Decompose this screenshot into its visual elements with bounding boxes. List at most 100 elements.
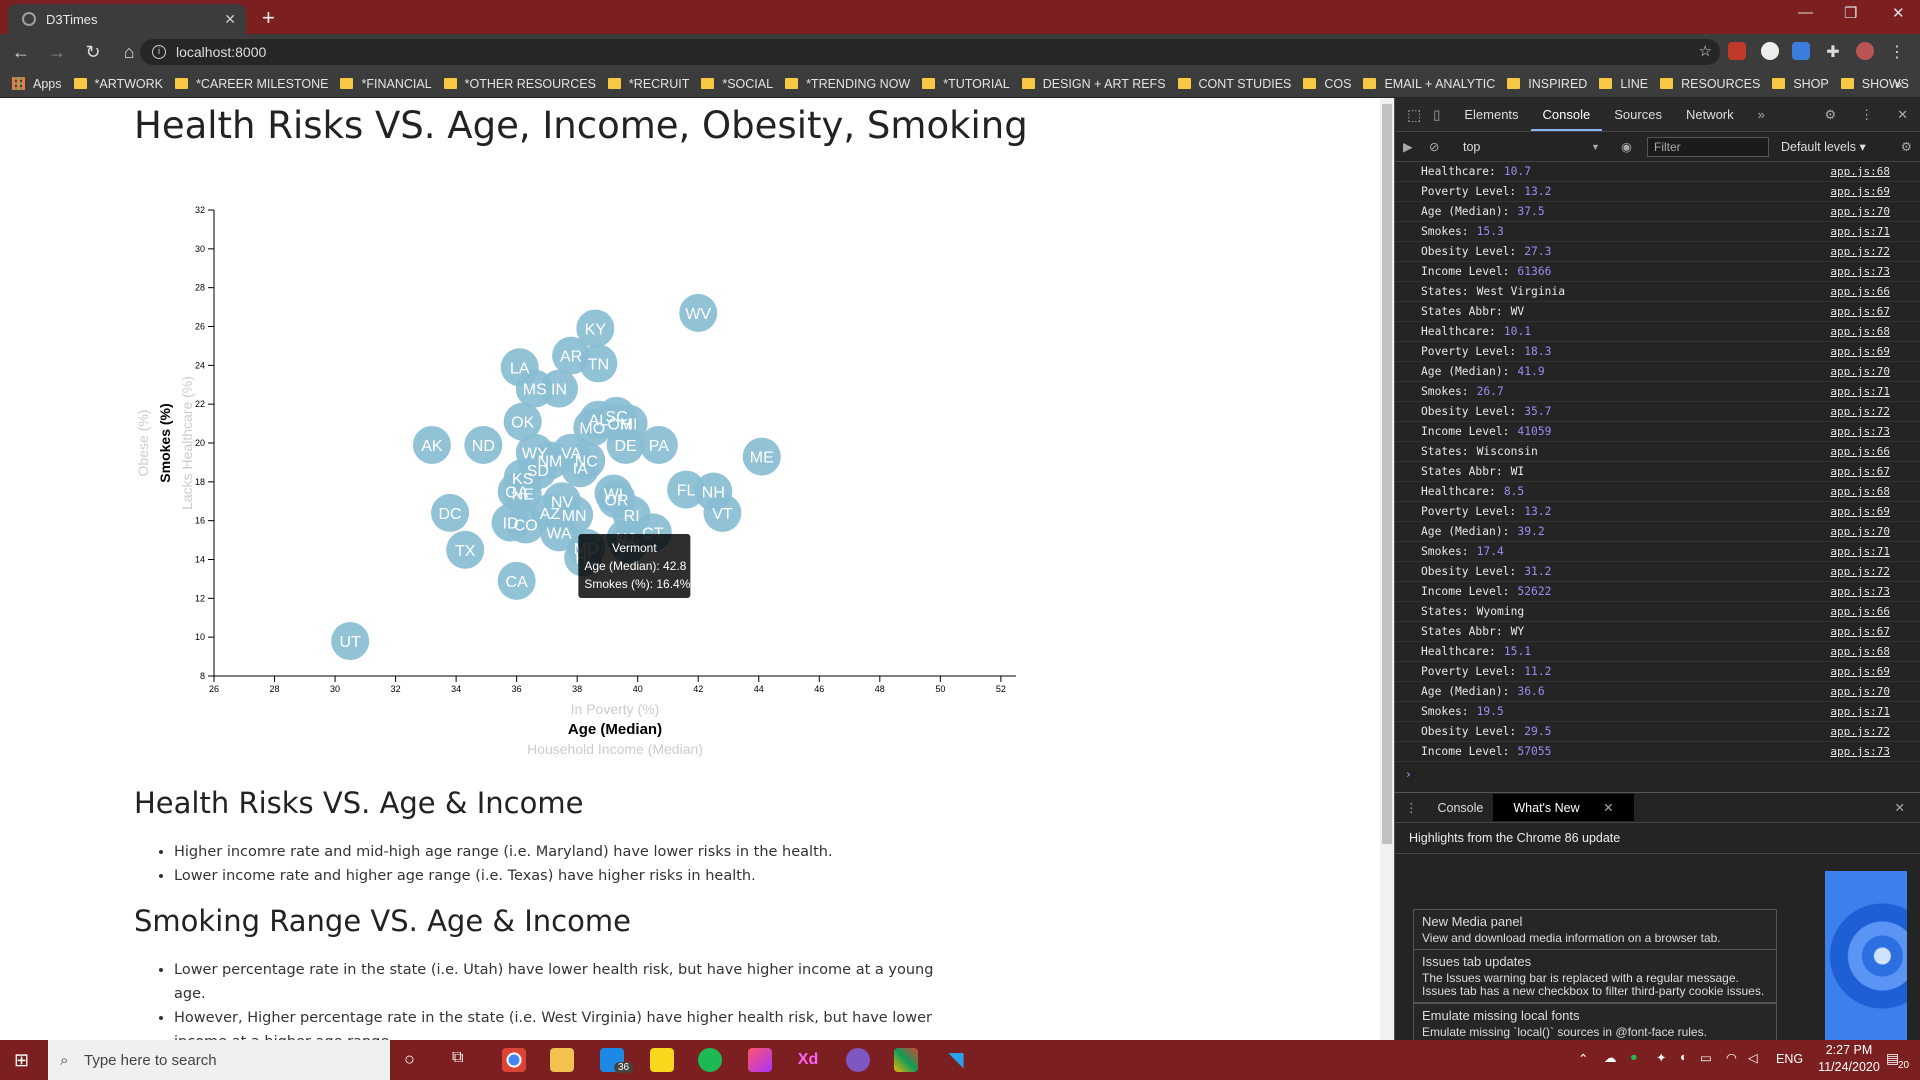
source-link[interactable]: app.js:69: [1830, 345, 1890, 358]
state-circle[interactable]: [679, 293, 718, 332]
file-explorer-icon[interactable]: [550, 1048, 574, 1072]
close-devtools-icon[interactable]: ✕: [1897, 106, 1908, 122]
source-link[interactable]: app.js:68: [1830, 645, 1890, 658]
chrome-icon[interactable]: [502, 1048, 526, 1072]
source-link[interactable]: app.js:72: [1830, 725, 1890, 738]
bookmark-folder[interactable]: LINE: [1599, 77, 1648, 91]
whats-new-card[interactable]: Emulate missing local fonts Emulate missi…: [1413, 1003, 1777, 1044]
clock-time[interactable]: 2:27 PM: [1825, 1043, 1873, 1057]
page-scrollbar[interactable]: [1380, 98, 1394, 1040]
close-drawer-tab-icon[interactable]: ✕: [1603, 801, 1614, 815]
more-tabs-icon[interactable]: »: [1757, 107, 1765, 122]
avatar[interactable]: [1856, 42, 1874, 60]
bookmark-folder[interactable]: *FINANCIAL: [340, 77, 432, 91]
menu-icon[interactable]: ⋮: [1889, 44, 1905, 61]
close-tab-icon[interactable]: ✕: [224, 11, 236, 27]
bookmark-folder[interactable]: *OTHER RESOURCES: [443, 77, 596, 91]
apps-shortcut[interactable]: Apps: [12, 77, 62, 91]
device-toolbar-icon[interactable]: ▯: [1433, 106, 1441, 122]
source-link[interactable]: app.js:66: [1830, 285, 1890, 298]
source-link[interactable]: app.js:70: [1830, 365, 1890, 378]
back-icon[interactable]: ←: [12, 41, 30, 62]
x-label-income[interactable]: Household Income (Median): [527, 741, 703, 757]
more-bookmarks-icon[interactable]: »: [1895, 76, 1902, 91]
source-link[interactable]: app.js:69: [1830, 505, 1890, 518]
close-drawer-icon[interactable]: ✕: [1894, 801, 1905, 815]
extension-icon[interactable]: [1761, 42, 1779, 60]
devtools-menu-icon[interactable]: ⋮: [1860, 106, 1874, 122]
adobe-xd-icon[interactable]: Xd: [797, 1051, 819, 1068]
app-icon[interactable]: [846, 1048, 870, 1072]
source-link[interactable]: app.js:71: [1830, 705, 1890, 718]
sticky-notes-icon[interactable]: [650, 1048, 674, 1072]
bookmark-folder[interactable]: CONT STUDIES: [1177, 77, 1291, 91]
state-circle[interactable]: [639, 425, 678, 464]
restore-icon[interactable]: ❐: [1844, 5, 1858, 22]
extension-icon[interactable]: [1792, 42, 1810, 60]
state-circle[interactable]: [540, 369, 579, 408]
volume-icon[interactable]: ◁: [1748, 1051, 1758, 1065]
puzzle-icon[interactable]: ✚: [1826, 44, 1840, 61]
state-circle[interactable]: [431, 493, 470, 532]
source-link[interactable]: app.js:72: [1830, 565, 1890, 578]
info-icon[interactable]: i: [152, 45, 166, 59]
state-circle[interactable]: [412, 425, 451, 464]
source-link[interactable]: app.js:67: [1830, 625, 1890, 638]
bookmark-star-icon[interactable]: ☆: [1698, 43, 1712, 60]
bookmark-folder[interactable]: EMAIL + ANALYTIC: [1363, 77, 1495, 91]
tab-elements[interactable]: Elements: [1464, 107, 1519, 122]
source-link[interactable]: app.js:72: [1830, 405, 1890, 418]
creative-cloud-icon[interactable]: [748, 1048, 772, 1072]
source-link[interactable]: app.js:70: [1830, 525, 1890, 538]
bookmark-folder[interactable]: RESOURCES: [1660, 77, 1760, 91]
cortana-icon[interactable]: ○: [404, 1049, 415, 1069]
state-circle[interactable]: [579, 344, 618, 383]
source-link[interactable]: app.js:72: [1830, 245, 1890, 258]
sourcetree-icon[interactable]: [894, 1048, 918, 1072]
spotify-tray-icon[interactable]: ●: [1630, 1050, 1638, 1064]
source-link[interactable]: app.js:66: [1830, 605, 1890, 618]
source-link[interactable]: app.js:70: [1830, 205, 1890, 218]
y-label-healthcare[interactable]: Lacks Healthcare (%): [179, 376, 195, 510]
tray-chevron-icon[interactable]: ⌃: [1578, 1052, 1589, 1066]
vscode-icon[interactable]: ◥: [948, 1049, 964, 1071]
scrollbar-thumb[interactable]: [1382, 104, 1392, 844]
taskbar-search[interactable]: ⌕ Type here to search: [48, 1040, 390, 1080]
windows-start-icon[interactable]: ⊞: [14, 1050, 30, 1070]
source-link[interactable]: app.js:70: [1830, 685, 1890, 698]
clock-date[interactable]: 11/24/2020: [1818, 1060, 1880, 1074]
y-label-smokes[interactable]: Smokes (%): [157, 403, 173, 482]
state-circle[interactable]: [446, 530, 485, 569]
close-window-icon[interactable]: ✕: [1892, 5, 1905, 22]
source-link[interactable]: app.js:68: [1830, 325, 1890, 338]
log-levels-dropdown[interactable]: Default levels ▾: [1781, 140, 1866, 154]
notification-icon[interactable]: ▤: [1886, 1050, 1900, 1066]
new-tab-button[interactable]: +: [262, 5, 275, 30]
browser-tab[interactable]: D3Times ✕: [8, 4, 246, 34]
whats-new-card[interactable]: Issues tab updates The Issues warning bar…: [1413, 949, 1777, 1003]
source-link[interactable]: app.js:68: [1830, 165, 1890, 178]
console-settings-icon[interactable]: ⚙: [1900, 140, 1912, 154]
tab-console[interactable]: Console: [1530, 98, 1603, 131]
console-prompt[interactable]: ›: [1405, 768, 1412, 781]
state-circle[interactable]: [503, 402, 542, 441]
source-link[interactable]: app.js:73: [1830, 425, 1890, 438]
context-selector[interactable]: top: [1463, 139, 1481, 154]
tab-sources[interactable]: Sources: [1614, 107, 1662, 122]
state-circle[interactable]: [742, 437, 781, 476]
x-label-poverty[interactable]: In Poverty (%): [571, 701, 660, 717]
bookmark-folder[interactable]: *ARTWORK: [73, 77, 163, 91]
state-circle[interactable]: [667, 470, 706, 509]
source-link[interactable]: app.js:73: [1830, 745, 1890, 758]
state-circle[interactable]: [573, 408, 612, 447]
console-filter-input[interactable]: Filter: [1647, 137, 1769, 157]
bookmark-folder[interactable]: SHOWS: [1840, 77, 1909, 91]
onedrive-icon[interactable]: ☁: [1604, 1051, 1617, 1065]
tab-network[interactable]: Network: [1685, 107, 1734, 122]
drawer-tab-console[interactable]: Console: [1437, 800, 1484, 815]
whats-new-card[interactable]: New Media panel View and download media i…: [1413, 909, 1777, 950]
language-indicator[interactable]: ENG: [1776, 1052, 1804, 1066]
eye-icon[interactable]: ◉: [1621, 140, 1632, 154]
spotify-icon[interactable]: [698, 1048, 722, 1072]
source-link[interactable]: app.js:67: [1830, 305, 1890, 318]
